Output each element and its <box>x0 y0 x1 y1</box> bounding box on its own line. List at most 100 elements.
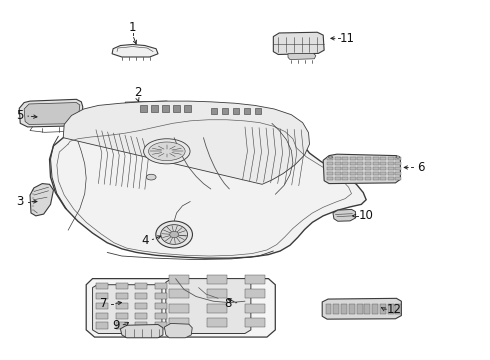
Bar <box>155 322 167 329</box>
Bar <box>255 108 261 114</box>
Bar <box>373 157 379 160</box>
Text: 8: 8 <box>224 297 232 310</box>
Bar <box>135 283 147 289</box>
Bar <box>380 172 386 175</box>
Bar <box>373 162 379 165</box>
Bar <box>96 283 108 289</box>
Bar <box>135 293 147 299</box>
Bar <box>173 105 180 112</box>
Bar <box>395 162 401 165</box>
Text: 1: 1 <box>129 21 136 34</box>
Bar <box>395 167 401 170</box>
Polygon shape <box>63 101 310 184</box>
Bar <box>341 304 347 314</box>
Bar <box>155 312 167 319</box>
Bar <box>116 283 128 289</box>
Bar <box>350 177 356 180</box>
Bar <box>116 312 128 319</box>
Bar <box>327 172 333 175</box>
Bar <box>96 293 108 299</box>
Bar <box>184 105 191 112</box>
Bar <box>365 157 371 160</box>
Bar <box>380 304 386 314</box>
Bar <box>365 177 371 180</box>
Bar <box>207 318 227 327</box>
Bar <box>135 312 147 319</box>
Bar <box>343 157 348 160</box>
Polygon shape <box>121 324 163 338</box>
Bar <box>388 177 394 180</box>
Bar <box>380 162 386 165</box>
Bar <box>358 157 364 160</box>
Bar <box>365 167 371 170</box>
Bar <box>116 293 128 299</box>
Bar <box>211 108 217 114</box>
Ellipse shape <box>144 139 190 164</box>
Bar <box>350 167 356 170</box>
Bar <box>395 177 401 180</box>
Bar <box>207 275 227 284</box>
Bar <box>380 177 386 180</box>
Bar <box>222 108 228 114</box>
Bar <box>169 289 189 298</box>
Bar <box>373 177 379 180</box>
Bar <box>333 304 339 314</box>
Bar <box>395 172 401 175</box>
Bar <box>96 303 108 309</box>
Polygon shape <box>86 279 275 337</box>
Bar <box>373 167 379 170</box>
Bar <box>116 322 128 329</box>
Bar <box>169 304 189 313</box>
Bar <box>388 167 394 170</box>
Bar <box>358 177 364 180</box>
Bar <box>151 105 158 112</box>
Bar <box>373 172 379 175</box>
Ellipse shape <box>329 156 332 158</box>
Bar <box>116 303 128 309</box>
Polygon shape <box>166 279 251 333</box>
Bar <box>245 275 265 284</box>
Bar <box>349 304 355 314</box>
Bar <box>335 167 341 170</box>
Bar <box>365 304 370 314</box>
Text: 2: 2 <box>134 86 141 99</box>
Bar <box>350 157 356 160</box>
Bar <box>327 177 333 180</box>
Bar <box>335 157 341 160</box>
Ellipse shape <box>148 142 185 161</box>
Bar <box>135 303 147 309</box>
Text: 12: 12 <box>387 303 401 316</box>
Bar <box>335 172 341 175</box>
Bar <box>169 318 189 327</box>
Polygon shape <box>24 103 80 125</box>
Bar <box>233 108 239 114</box>
Bar <box>343 172 348 175</box>
Bar <box>155 303 167 309</box>
Bar <box>207 304 227 313</box>
Text: 3: 3 <box>17 195 24 208</box>
Bar <box>395 304 401 314</box>
Bar <box>162 105 169 112</box>
Polygon shape <box>125 101 171 106</box>
Bar <box>350 172 356 175</box>
Bar <box>350 162 356 165</box>
Polygon shape <box>273 32 324 54</box>
Text: 10: 10 <box>359 210 373 222</box>
Text: 4: 4 <box>141 234 148 247</box>
Ellipse shape <box>147 174 156 180</box>
Text: 6: 6 <box>417 161 425 174</box>
Polygon shape <box>322 298 401 319</box>
Bar <box>388 304 393 314</box>
Bar <box>335 177 341 180</box>
Polygon shape <box>93 285 162 333</box>
Ellipse shape <box>396 156 400 158</box>
Bar <box>365 172 371 175</box>
Bar <box>245 304 265 313</box>
Bar <box>358 167 364 170</box>
Bar <box>245 318 265 327</box>
Bar <box>140 105 147 112</box>
Bar <box>155 293 167 299</box>
Ellipse shape <box>156 221 193 248</box>
Bar <box>135 322 147 329</box>
Bar <box>358 172 364 175</box>
